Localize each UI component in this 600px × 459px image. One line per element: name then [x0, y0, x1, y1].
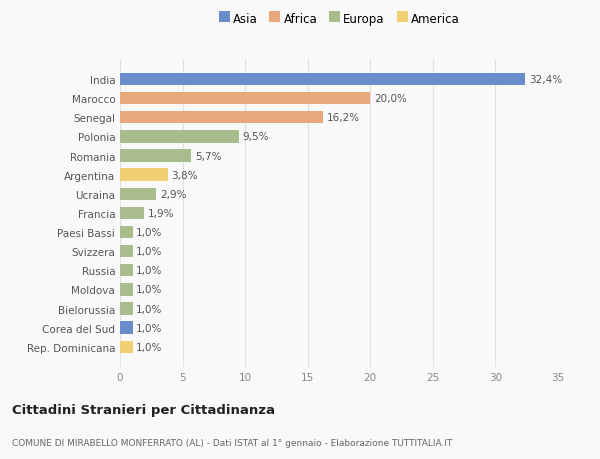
Legend: Asia, Africa, Europa, America: Asia, Africa, Europa, America — [216, 10, 462, 28]
Text: 1,0%: 1,0% — [136, 342, 163, 352]
Bar — [120, 93, 370, 105]
Text: 1,0%: 1,0% — [136, 304, 163, 314]
Text: 1,0%: 1,0% — [136, 266, 163, 276]
Text: Cittadini Stranieri per Cittadinanza: Cittadini Stranieri per Cittadinanza — [12, 403, 275, 416]
Text: 20,0%: 20,0% — [374, 94, 407, 104]
Bar — [120, 264, 133, 277]
Text: COMUNE DI MIRABELLO MONFERRATO (AL) - Dati ISTAT al 1° gennaio - Elaborazione TU: COMUNE DI MIRABELLO MONFERRATO (AL) - Da… — [12, 438, 452, 447]
Text: 5,7%: 5,7% — [195, 151, 221, 161]
Bar — [120, 207, 144, 220]
Bar — [120, 169, 167, 181]
Text: 1,0%: 1,0% — [136, 323, 163, 333]
Text: 1,0%: 1,0% — [136, 285, 163, 295]
Text: 2,9%: 2,9% — [160, 190, 187, 199]
Text: 9,5%: 9,5% — [242, 132, 269, 142]
Bar — [120, 73, 526, 86]
Bar — [120, 341, 133, 353]
Bar — [120, 150, 191, 162]
Text: 3,8%: 3,8% — [172, 170, 198, 180]
Bar — [120, 302, 133, 315]
Bar — [120, 226, 133, 239]
Bar — [120, 246, 133, 258]
Text: 1,0%: 1,0% — [136, 246, 163, 257]
Text: 1,9%: 1,9% — [148, 208, 174, 218]
Bar — [120, 322, 133, 334]
Text: 1,0%: 1,0% — [136, 228, 163, 237]
Bar — [120, 112, 323, 124]
Text: 32,4%: 32,4% — [529, 75, 562, 85]
Bar — [120, 284, 133, 296]
Bar — [120, 188, 156, 201]
Text: 16,2%: 16,2% — [326, 113, 359, 123]
Bar — [120, 131, 239, 143]
